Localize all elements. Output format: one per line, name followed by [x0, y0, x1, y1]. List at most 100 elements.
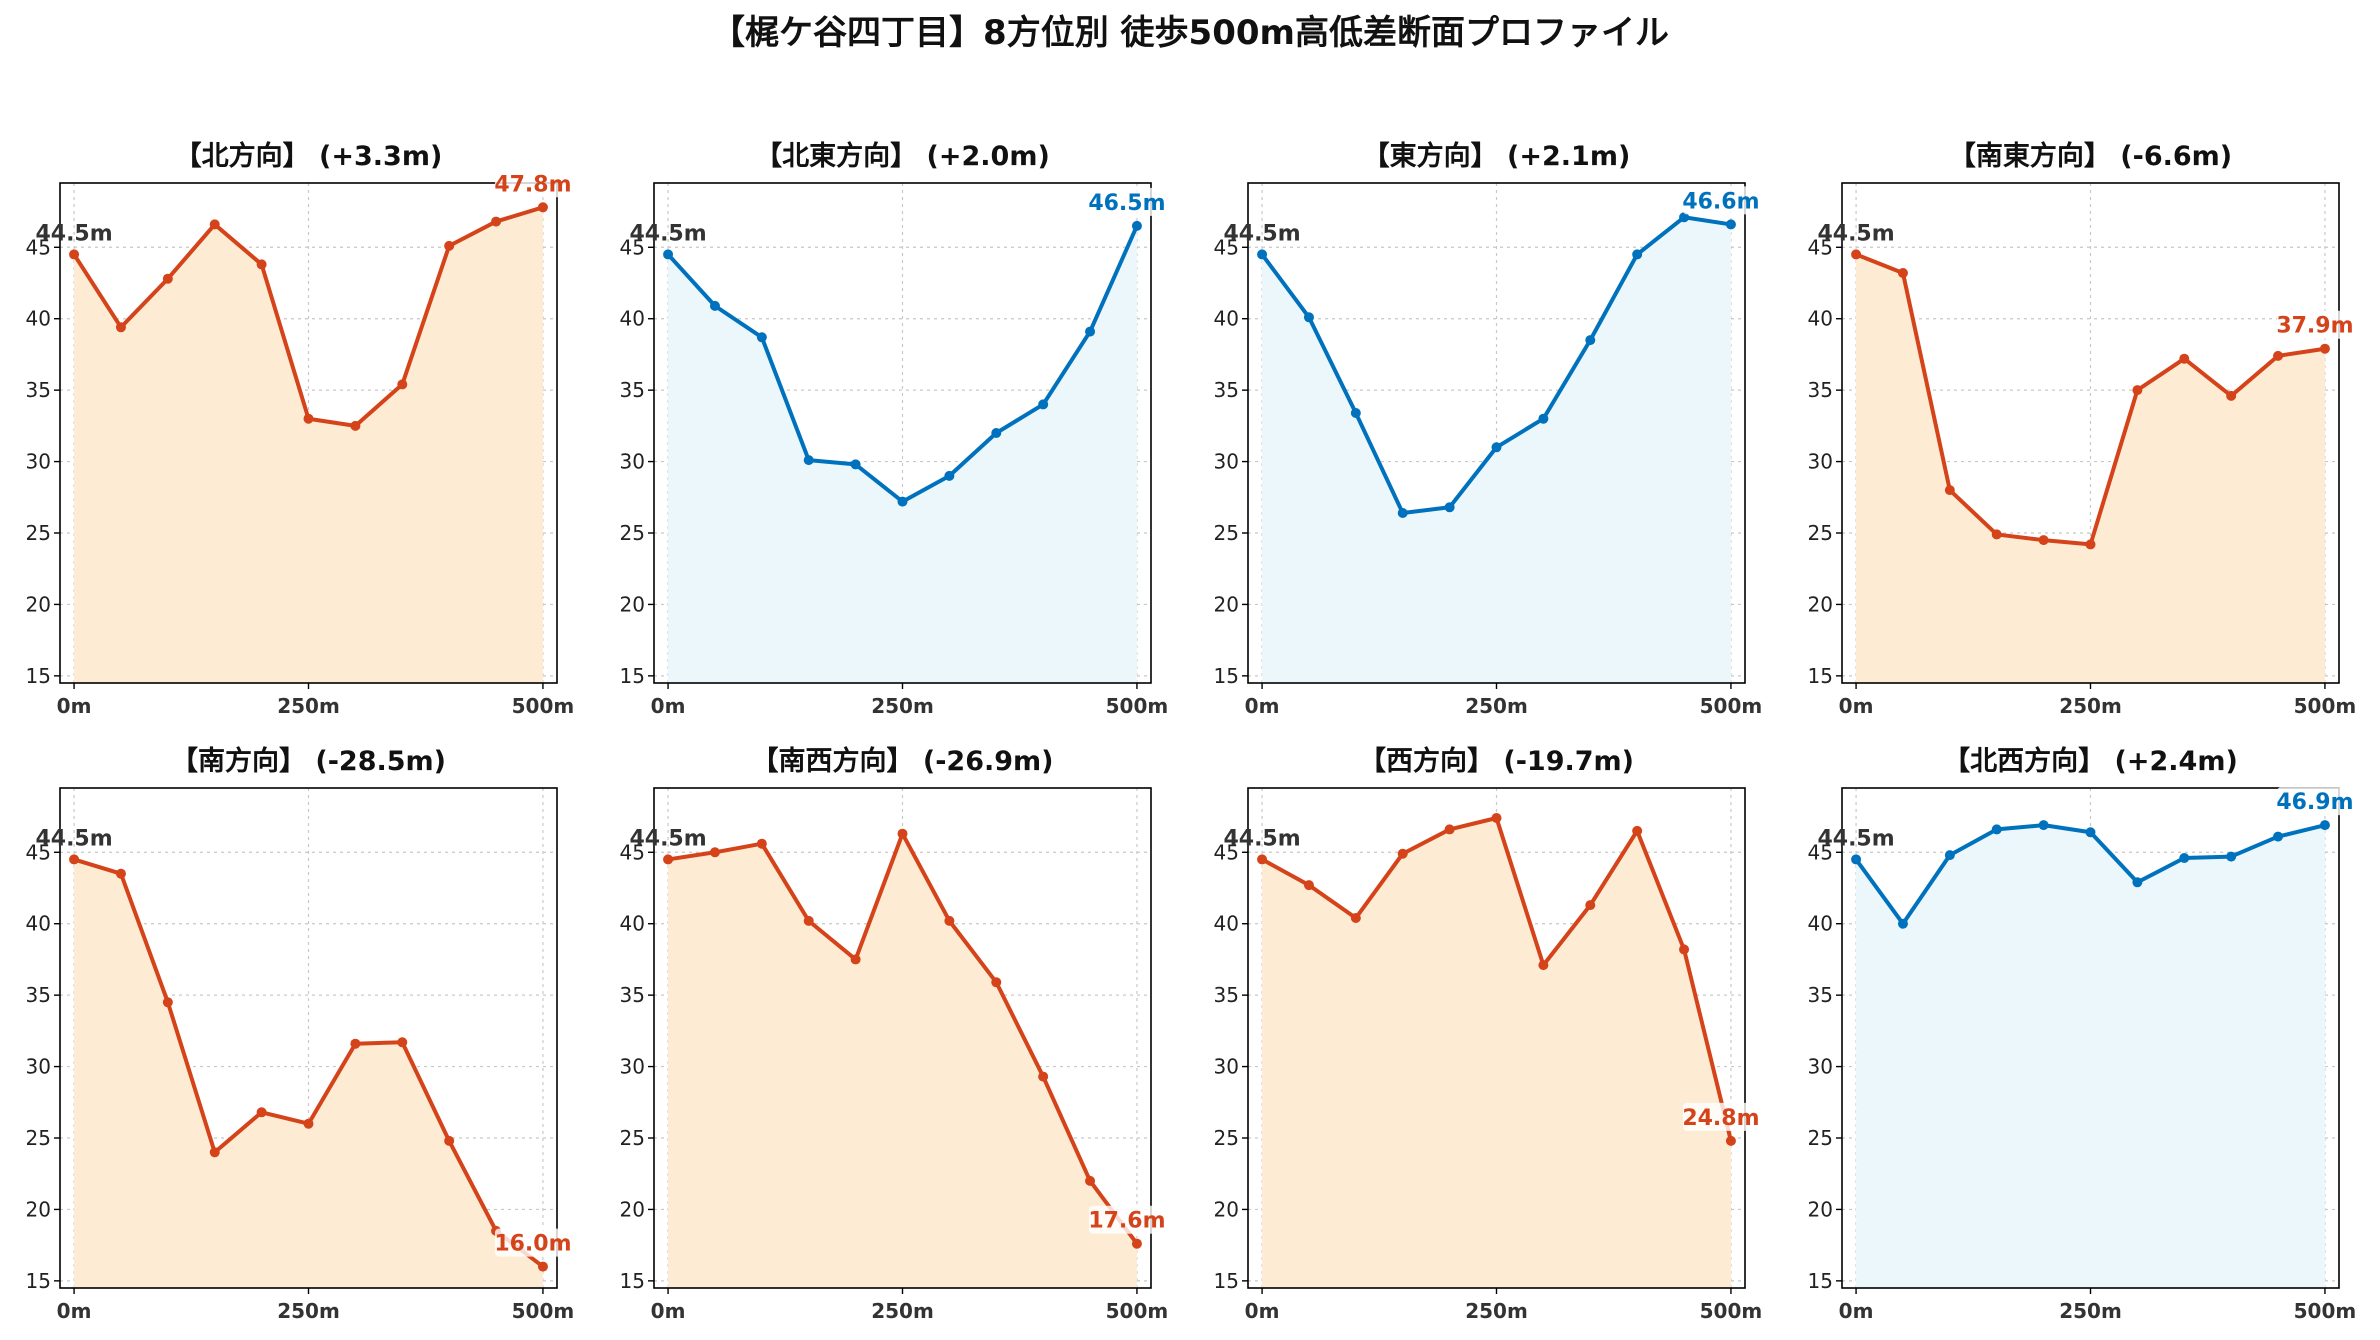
panel-title: 【南西方向】 (-26.9m): [751, 745, 1053, 777]
y-tick-label: 20: [26, 1197, 51, 1221]
data-point: [944, 915, 955, 926]
data-point: [537, 202, 548, 213]
data-point: [1538, 960, 1549, 971]
data-point: [1444, 824, 1455, 835]
y-tick-label: 15: [1214, 664, 1239, 688]
data-point: [2179, 353, 2190, 364]
data-point: [162, 997, 173, 1008]
y-tick-label: 20: [1808, 1197, 1833, 1221]
end-label-bg: [494, 169, 571, 198]
data-point: [1679, 944, 1690, 955]
start-elevation-label: 44.5m: [629, 826, 706, 851]
data-point: [256, 1107, 267, 1118]
data-point: [2319, 343, 2330, 354]
data-point: [1632, 249, 1643, 260]
data-point: [209, 219, 220, 230]
data-point: [663, 249, 674, 260]
data-point: [756, 838, 767, 849]
x-tick-label: 0m: [1245, 1299, 1280, 1323]
data-point: [1350, 408, 1361, 418]
panel-3: 15 20 25 30 35 40 45 0m 250m 500m 【南東方向】 (-6.6m) 44…: [1808, 140, 2357, 718]
x-tick-label: 250m: [1465, 1299, 1528, 1323]
x-tick-label: 0m: [1245, 694, 1280, 718]
x-tick-label: 500m: [1106, 1299, 1169, 1323]
data-point: [663, 854, 674, 865]
end-label-bg: [2276, 787, 2353, 816]
data-point: [1085, 1175, 1096, 1186]
x-tick-label: 500m: [1700, 1299, 1763, 1323]
data-point: [1257, 854, 1268, 865]
y-tick-label: 15: [1808, 1269, 1833, 1293]
data-point: [69, 854, 80, 865]
data-point: [256, 259, 267, 270]
x-tick-label: 0m: [57, 694, 92, 718]
data-point: [1585, 335, 1596, 346]
data-point: [1897, 918, 1908, 929]
panel-title: 【北東方向】 (+2.0m): [755, 140, 1050, 172]
end-elevation-label: 16.0m: [494, 1232, 571, 1257]
y-tick-label: 45: [620, 235, 645, 259]
data-point: [991, 977, 1002, 988]
data-point: [1085, 326, 1096, 337]
data-point: [115, 868, 126, 879]
y-tick-label: 15: [1808, 664, 1833, 688]
y-tick-label: 15: [620, 1269, 645, 1293]
y-tick-label: 40: [26, 307, 51, 331]
data-point: [1538, 413, 1549, 424]
data-point: [756, 332, 767, 343]
y-tick-label: 20: [1214, 1197, 1239, 1221]
y-tick-label: 35: [1808, 983, 1833, 1007]
y-tick-label: 20: [26, 592, 51, 616]
x-tick-label: 500m: [2294, 1299, 2357, 1323]
y-tick-label: 40: [26, 912, 51, 936]
panel-4: 15 20 25 30 35 40 45 0m 250m 500m 【南方向】 (-28.5m) 44…: [26, 745, 575, 1323]
data-point: [209, 1147, 220, 1158]
end-elevation-label: 46.5m: [1088, 191, 1165, 216]
panel-5: 15 20 25 30 35 40 45 0m 250m 500m 【南西方向】 (-26.9m) 4…: [620, 745, 1169, 1323]
data-point: [1350, 913, 1361, 923]
data-point: [944, 470, 955, 481]
x-tick-label: 0m: [1839, 694, 1874, 718]
y-tick-label: 30: [26, 450, 51, 474]
data-point: [2085, 539, 2096, 550]
y-tick-label: 35: [620, 378, 645, 402]
data-point: [1038, 1071, 1049, 1082]
y-tick-label: 35: [1214, 378, 1239, 402]
start-elevation-label: 44.5m: [1817, 826, 1894, 851]
y-tick-label: 20: [620, 592, 645, 616]
data-point: [2038, 535, 2049, 546]
data-point: [397, 379, 408, 390]
end-label-bg: [1682, 186, 1759, 215]
y-tick-label: 45: [620, 840, 645, 864]
start-elevation-label: 44.5m: [35, 221, 112, 246]
data-point: [1897, 268, 1908, 278]
data-point: [1725, 1135, 1736, 1146]
y-tick-label: 30: [1808, 1055, 1833, 1079]
y-tick-label: 45: [26, 840, 51, 864]
x-tick-label: 500m: [1700, 694, 1763, 718]
y-tick-label: 25: [26, 521, 51, 545]
panel-title: 【北西方向】 (+2.4m): [1943, 745, 2238, 777]
y-tick-label: 20: [1214, 592, 1239, 616]
end-elevation-label: 24.8m: [1682, 1106, 1759, 1131]
y-tick-label: 30: [26, 1055, 51, 1079]
data-point: [1851, 854, 1862, 865]
start-elevation-label: 44.5m: [35, 826, 112, 851]
data-point: [350, 1038, 361, 1049]
start-elevation-label: 44.5m: [1223, 221, 1300, 246]
data-point: [2038, 820, 2049, 831]
data-point: [2273, 831, 2284, 842]
y-tick-label: 15: [26, 1269, 51, 1293]
data-point: [1991, 824, 2002, 835]
y-tick-label: 15: [26, 664, 51, 688]
data-point: [2319, 820, 2330, 831]
y-tick-label: 45: [1808, 235, 1833, 259]
data-point: [444, 240, 455, 251]
y-tick-label: 45: [1214, 235, 1239, 259]
area-fill: [668, 833, 1137, 1288]
data-point: [1944, 850, 1955, 861]
y-tick-label: 35: [620, 983, 645, 1007]
x-tick-label: 500m: [512, 1299, 575, 1323]
x-tick-label: 500m: [512, 694, 575, 718]
